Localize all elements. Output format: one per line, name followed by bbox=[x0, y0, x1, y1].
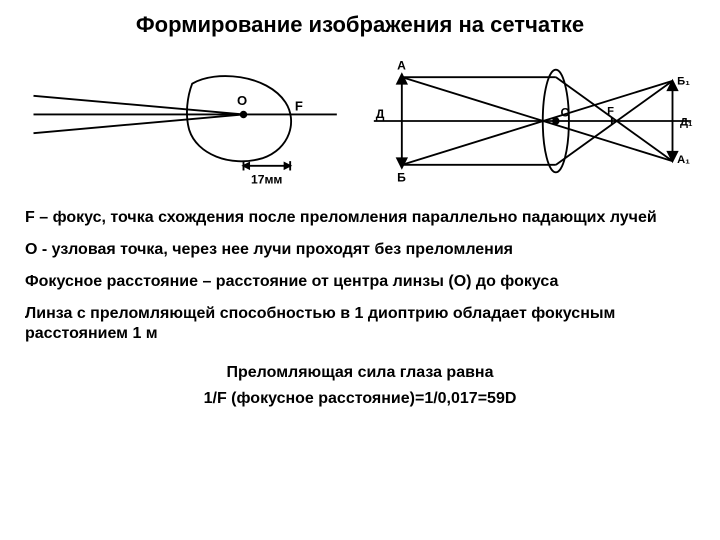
summary-line1: Преломляющая сила глаза равна bbox=[0, 364, 720, 382]
label-F: F bbox=[295, 99, 303, 114]
label-A1: А₁ bbox=[677, 154, 690, 166]
def-focus: F – фокус, точка схождения после преломл… bbox=[25, 208, 695, 228]
label-F2: F bbox=[607, 105, 614, 117]
eye-focus-diagram: O F 17мм bbox=[15, 51, 360, 191]
label-B: Б bbox=[397, 171, 406, 185]
label-O: O bbox=[237, 93, 247, 108]
def-focal-length: Фокусное расстояние – расстояние от цент… bbox=[25, 272, 695, 292]
summary-line2: 1/F (фокусное расстояние)=1/0,017=59D bbox=[0, 390, 720, 408]
label-D: Д bbox=[376, 107, 385, 121]
label-B1: Б₁ bbox=[677, 76, 690, 88]
label-O2: O bbox=[561, 105, 570, 119]
slide-title: Формирование изображения на сетчатке bbox=[0, 0, 720, 46]
definitions: F – фокус, точка схождения после преломл… bbox=[0, 206, 720, 344]
def-nodal: О - узловая точка, через нее лучи проход… bbox=[25, 240, 695, 260]
diagram-row: O F 17мм bbox=[0, 46, 720, 206]
bottom-summary: Преломляющая сила глаза равна 1/F (фокус… bbox=[0, 356, 720, 408]
def-diopter: Линза с преломляющей способностью в 1 ди… bbox=[25, 304, 695, 344]
label-D1: Д₁ bbox=[680, 117, 693, 129]
label-scale: 17мм bbox=[251, 173, 282, 187]
lens-image-diagram: А Б Д O F Б₁ А₁ Д₁ bbox=[360, 51, 705, 191]
label-A: А bbox=[397, 59, 406, 73]
